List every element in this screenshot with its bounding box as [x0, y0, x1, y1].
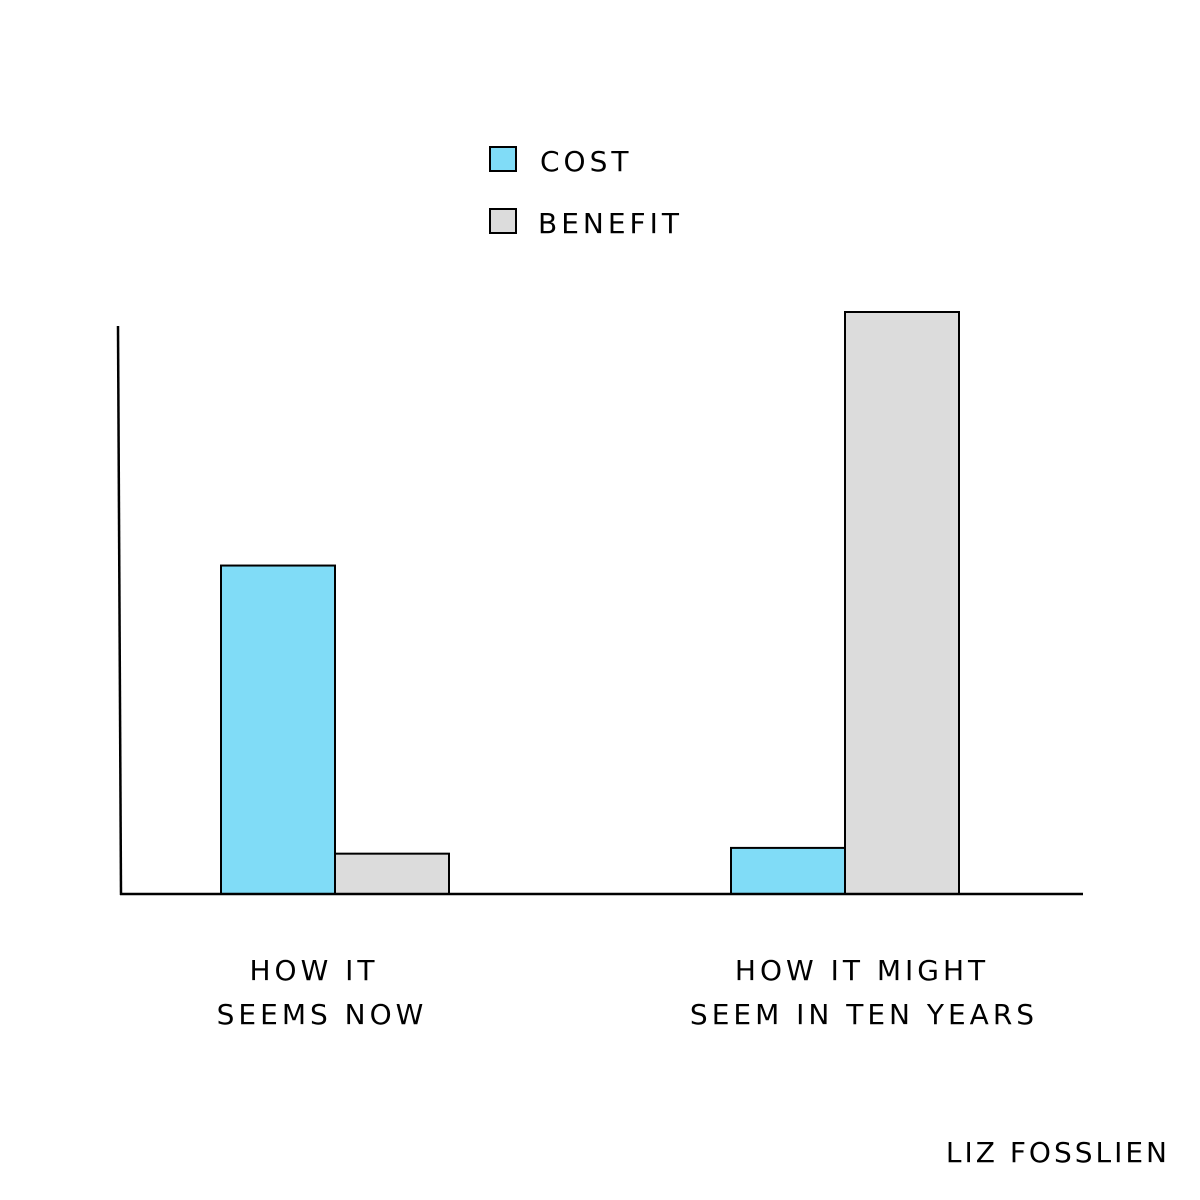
legend-label-benefit: BENEFIT [538, 207, 683, 240]
category-label-future-line-1: HOW IT MIGHT [735, 954, 989, 987]
legend-swatch-benefit [489, 208, 517, 234]
y-axis [116, 325, 123, 896]
bar-cost-ten-years [730, 846, 846, 896]
bars [220, 311, 960, 896]
bar-cost-now [220, 564, 336, 895]
category-label-future-line-2: SEEM IN TEN YEARS [690, 998, 1038, 1031]
signature: LIZ FOSSLIEN [946, 1136, 1170, 1169]
legend-item-benefit: BENEFIT [489, 207, 683, 240]
category-label-now-line-2: SEEMS NOW [217, 998, 428, 1031]
legend-swatch-cost [489, 146, 517, 172]
category-labels: HOW IT SEEMS NOW HOW IT MIGHT SEEM IN TE… [217, 954, 1038, 1031]
legend-item-cost: COST [489, 145, 632, 178]
category-label-now-line-1: HOW IT [249, 954, 378, 987]
legend-label-cost: COST [540, 145, 632, 178]
bar-benefit-now [334, 852, 450, 896]
legend: COST BENEFIT [489, 145, 683, 240]
bar-benefit-ten-years [844, 311, 960, 895]
